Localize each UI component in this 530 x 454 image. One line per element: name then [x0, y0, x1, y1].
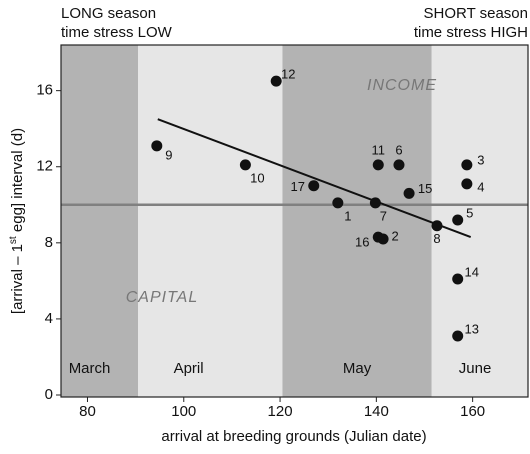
data-point	[270, 75, 282, 87]
data-point	[452, 273, 464, 285]
month-band	[138, 45, 283, 397]
plot-frame	[60, 44, 529, 398]
month-band	[282, 45, 432, 397]
month-band	[61, 45, 139, 397]
y-label-sup: st	[8, 236, 19, 244]
data-point	[431, 220, 443, 232]
y-label-part: [arrival – 1	[9, 244, 26, 314]
point-label: 1	[344, 208, 351, 223]
data-point	[369, 197, 381, 209]
point-label: 4	[477, 179, 484, 194]
header-left: time stress LOW	[61, 24, 173, 41]
y-tick-label: 4	[45, 310, 53, 327]
data-point	[461, 178, 473, 190]
point-label: 9	[165, 147, 172, 162]
annotation: CAPITAL	[126, 289, 199, 306]
x-tick-label: 80	[79, 403, 96, 420]
point-label: 11	[372, 142, 386, 157]
y-tick-label: 12	[36, 158, 53, 175]
data-point	[377, 233, 389, 245]
y-tick-label: 16	[36, 82, 53, 99]
x-tick-label: 140	[364, 403, 389, 420]
point-label: 12	[281, 67, 295, 82]
data-point	[452, 330, 464, 342]
data-point	[332, 197, 344, 209]
point-label: 13	[464, 321, 478, 336]
data-point	[403, 187, 415, 199]
point-label: 2	[391, 228, 398, 243]
month-label: May	[343, 360, 372, 377]
point-label: 10	[250, 170, 264, 185]
point-label: 6	[395, 142, 402, 157]
data-point	[308, 180, 320, 192]
header-left: LONG season	[61, 5, 156, 22]
data-point	[372, 159, 384, 171]
month-band	[431, 45, 528, 397]
x-tick-label: 160	[460, 403, 485, 420]
point-label: 14	[464, 264, 478, 279]
data-point	[393, 159, 405, 171]
y-tick-label: 0	[45, 386, 53, 403]
data-point	[239, 159, 251, 171]
x-tick-label: 120	[268, 403, 293, 420]
x-axis-label: arrival at breeding grounds (Julian date…	[161, 428, 426, 445]
x-tick-label: 100	[171, 403, 196, 420]
header-right: SHORT season	[424, 5, 529, 22]
point-label: 3	[477, 152, 484, 167]
month-label: April	[174, 360, 204, 377]
data-point	[151, 140, 163, 152]
point-label: 8	[433, 231, 440, 246]
month-label: March	[69, 360, 111, 377]
point-label: 15	[418, 181, 432, 196]
data-point	[461, 159, 473, 171]
annotation: INCOME	[367, 77, 437, 94]
data-point	[452, 214, 464, 226]
y-axis-label: [arrival – 1st egg] interval (d)	[8, 128, 26, 314]
header-right: time stress HIGH	[414, 24, 528, 41]
point-label: 5	[466, 205, 473, 220]
y-label-part: egg] interval (d)	[9, 128, 26, 236]
month-label: June	[459, 360, 492, 377]
trend-line	[157, 118, 472, 239]
point-label: 16	[355, 235, 369, 250]
point-label: 17	[291, 179, 305, 194]
point-label: 7	[380, 208, 387, 223]
y-tick-label: 8	[45, 234, 53, 251]
